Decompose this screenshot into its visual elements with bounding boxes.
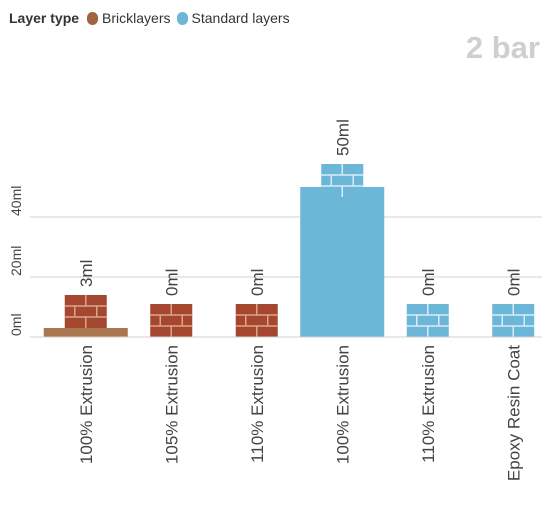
brick-row	[64, 306, 107, 317]
brick-row	[321, 175, 364, 186]
x-tick-label-1: 105% Extrusion	[162, 345, 181, 464]
bar-0	[43, 328, 128, 337]
x-tick-label-3: 100% Extrusion	[333, 345, 352, 464]
brick-row	[406, 315, 449, 326]
legend-item-bricklayers[interactable]: Bricklayers	[87, 10, 171, 26]
y-tick-label: 20ml	[8, 246, 24, 276]
brick-stack-1	[150, 304, 193, 337]
bricklayers-swatch	[87, 11, 99, 25]
legend: Layer type Bricklayers Standard layers	[9, 8, 290, 28]
standard-layers-swatch	[176, 11, 188, 25]
legend-label-bricklayers: Bricklayers	[102, 10, 171, 26]
brick-stack-3	[321, 164, 364, 197]
x-tick-label-2: 110% Extrusion	[248, 345, 267, 463]
bar-count-badge: 2 bar	[465, 30, 540, 65]
data-label-3: 50ml	[333, 119, 352, 156]
legend-title: Layer type	[9, 10, 80, 26]
x-tick-label-5: Epoxy Resin Coat	[504, 345, 523, 481]
x-tick-label-0: 100% Extrusion	[77, 345, 96, 464]
brick-row	[150, 315, 193, 326]
x-tick-label-4: 110% Extrusion	[419, 345, 438, 463]
y-tick-label: 0ml	[8, 313, 24, 336]
brick-stack-2	[235, 304, 278, 337]
brick-stack-5	[492, 304, 535, 337]
data-label-0: 3ml	[77, 260, 96, 287]
y-tick-label: 40ml	[8, 186, 24, 216]
legend-item-standard-layers[interactable]: Standard layers	[176, 10, 290, 26]
data-label-4: 0ml	[419, 269, 438, 296]
legend-label-standard-layers: Standard layers	[191, 10, 290, 26]
bar-3	[300, 187, 385, 337]
brick-row	[492, 315, 535, 326]
data-label-2: 0ml	[248, 269, 267, 296]
brick-row	[235, 315, 278, 326]
data-label-1: 0ml	[162, 269, 181, 296]
brick-stack-4	[406, 304, 449, 337]
data-label-5: 0ml	[504, 269, 523, 296]
brick-stack-0	[64, 295, 107, 328]
